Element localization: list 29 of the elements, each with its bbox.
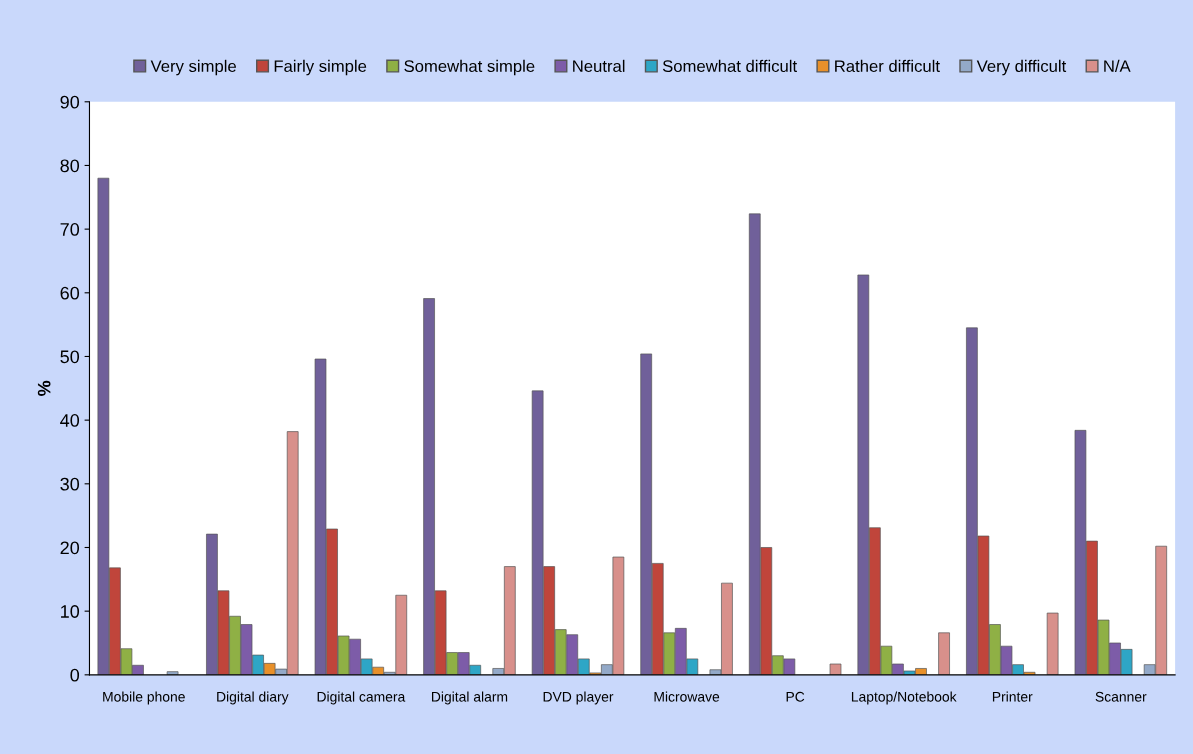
legend-label: Somewhat simple [404, 59, 535, 76]
x-tick-label: Digital camera [317, 691, 406, 705]
y-tick-label: 40 [60, 414, 80, 427]
legend-label: Rather difficult [835, 59, 940, 73]
legend-label: Very difficult [976, 59, 1067, 76]
legend-label: Fairly simple [274, 59, 367, 76]
y-tick-label: 70 [60, 223, 80, 236]
x-tick-label: Mobile phone [103, 691, 185, 705]
x-tick-label: Scanner [1095, 691, 1147, 702]
legend-label: Somewhat difficult [662, 59, 797, 73]
y-tick-label: 50 [60, 350, 80, 364]
legend-label: Neutral [573, 59, 625, 73]
x-tick-label: Laptop/Notebook [851, 691, 957, 705]
y-tick-label: 80 [60, 159, 80, 173]
y-tick-label: 60 [60, 286, 80, 300]
y-tick-label: 20 [60, 541, 80, 555]
x-tick-label: DVD player [543, 691, 614, 705]
y-tick-label: 10 [61, 605, 80, 618]
legend-label: Very simple [150, 59, 236, 76]
x-tick-label: Digital diary [217, 691, 289, 705]
y-tick-label: 0 [70, 668, 80, 682]
x-tick-label: Microwave [654, 691, 720, 702]
x-tick-label: Digital alarm [432, 691, 508, 705]
y-axis-title: % [37, 380, 51, 396]
x-tick-label: PC [786, 691, 805, 702]
y-tick-label: 30 [60, 477, 80, 491]
legend-label: N/A [1104, 59, 1131, 73]
y-tick-label: 90 [60, 95, 80, 109]
x-tick-label: Printer [992, 691, 1033, 702]
